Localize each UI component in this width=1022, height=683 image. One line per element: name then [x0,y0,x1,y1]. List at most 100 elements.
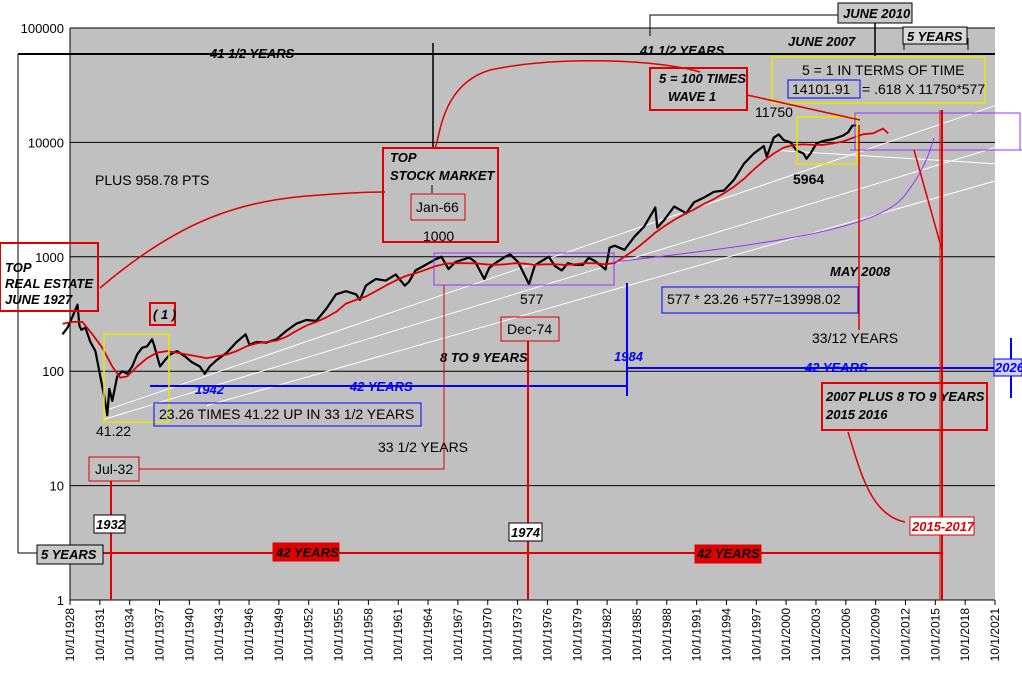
label-42-years-red-right: 42 YEARS [696,546,760,561]
x-tick-label: 10/1/2000 [779,608,793,662]
label-42-years-red-left: 42 YEARS [275,545,339,560]
x-tick-label: 10/1/1985 [630,608,644,662]
yellow-box-ratio [771,56,986,104]
x-tick-label: 10/1/2006 [839,608,853,662]
moving-average-line [62,127,889,379]
y-tick-label: 1000 [35,250,64,265]
label-2015-2017: 2015-2017 [911,519,975,534]
label-june-1927: JUNE 1927 [5,292,73,307]
box-42-years-left [272,542,340,562]
value-box-14101 [787,79,861,99]
x-tick-label: 10/1/1982 [600,608,614,662]
pointer-2015 [913,149,943,251]
x-tick-label: 10/1/1988 [660,608,674,662]
x-tick-label: 10/1/1973 [511,608,525,662]
label-41-years-right: 41 1/2 YEARS [639,43,725,58]
box-577-formula [661,286,859,314]
real-estate-curve [99,191,386,289]
label-stock-market: STOCK MARKET [390,168,496,183]
june-2010-connector [649,14,838,36]
label-1984: 1984 [614,349,644,364]
series-group [61,124,889,417]
five-years-box-top [902,26,968,45]
box-wave-1 [149,302,176,326]
x-tick-label: 10/1/2021 [988,608,1002,662]
label-1942: 1942 [195,382,225,397]
x-tick-label: 10/1/2015 [928,608,942,662]
x-tick-label: 10/1/1931 [93,608,107,662]
x-tick-label: 10/1/1970 [481,608,495,662]
x-tick-label: 10/1/2003 [809,608,823,662]
label-5-equals-1: 5 = 1 IN TERMS OF TIME [802,62,964,78]
label-42-years-blue-right: 42 YEARS [804,360,868,375]
x-tick-label: 10/1/1928 [63,608,77,662]
purple-curve [613,137,935,263]
box-23-times [153,402,422,427]
box-1974 [508,522,543,542]
box-2015-2017 [909,516,975,536]
x-tick-label: 10/1/2012 [898,608,912,662]
label-wave-1-paren: ( 1 ) [153,307,176,322]
x-tick-label: 10/1/1967 [451,608,465,662]
channel-line-flat [778,149,996,165]
x-tick-label: 10/1/1979 [570,608,584,662]
label-2026: 2026 [994,360,1022,375]
box-jan-66 [410,193,466,221]
label-jul-32: Jul-32 [95,461,133,477]
x-tick-label: 10/1/1934 [123,608,137,662]
label-may-2008: MAY 2008 [830,264,891,279]
label-577-formula: 577 * 23.26 +577=13998.02 [667,291,841,307]
gridlines [69,27,995,601]
label-618-formula: = .618 X 11750*577 [862,81,985,97]
wave-curve [434,59,701,149]
box-top-stock-market [382,147,499,243]
label-41-years-left: 41 1/2 YEARS [209,46,295,61]
x-tick-label: 10/1/1949 [272,608,286,662]
channel-line-lower [206,180,996,407]
curve-to-2015-2017 [847,431,906,523]
label-5964: 5964 [793,171,824,187]
x-tick-label: 10/1/1994 [719,608,733,662]
yellow-box-2007 [796,116,858,165]
plot-area [70,28,995,600]
label-14101: 14101.91 [792,81,851,97]
label-5-years-bottom: 5 YEARS [41,547,97,562]
y-tick-label: 100000 [21,21,64,36]
box-2007-plus [821,382,988,431]
x-tick-label: 10/1/1958 [361,608,375,662]
label-42-years-blue-left: 42 YEARS [349,379,413,394]
label-real-estate: REAL ESTATE [5,276,93,291]
label-41-22: 41.22 [96,423,131,439]
x-tick-label: 10/1/1940 [182,608,196,662]
y-axis-ticks: 1 10 100 1000 10000 100000 [21,21,64,608]
y-tick-label: 100 [42,364,64,379]
label-1932: 1932 [96,517,126,532]
y-tick-label: 1 [57,593,64,608]
label-577: 577 [520,291,544,307]
label-plus-958: PLUS 958.78 PTS [95,172,209,188]
x-tick-label: 10/1/1997 [749,608,763,662]
bracket-33-half-years [139,345,445,470]
label-top: TOP [390,150,417,165]
x-tick-label: 10/1/1943 [212,608,226,662]
label-dec-74: Dec-74 [507,321,552,337]
label-5-years-top: 5 YEARS [907,29,963,44]
x-tick-label: 10/1/2018 [958,608,972,662]
label-top-re: TOP [5,260,32,275]
box-dec-74 [500,316,560,342]
x-tick-label: 10/1/1976 [540,608,554,662]
purple-box-1966-1982 [433,252,615,286]
x-axis-ticks: 10/1/1928 10/1/1931 10/1/1934 10/1/1937 10/1… [63,600,1002,661]
box-100-times [649,67,748,111]
price-line [61,124,857,417]
y-tick-label: 10 [50,479,64,494]
label-june-2010: JUNE 2010 [843,6,911,21]
box-top-real-estate [0,242,99,312]
june-2010-box [837,2,913,24]
box-42-years-right [694,544,762,564]
annotations: 41 1/2 YEARS 41 1/2 YEARS JUNE 2010 JUNE 20… [0,2,1022,600]
box-2026 [993,358,1022,377]
x-tick-label: 10/1/2009 [869,608,883,662]
x-tick-label: 10/1/1964 [421,608,435,662]
